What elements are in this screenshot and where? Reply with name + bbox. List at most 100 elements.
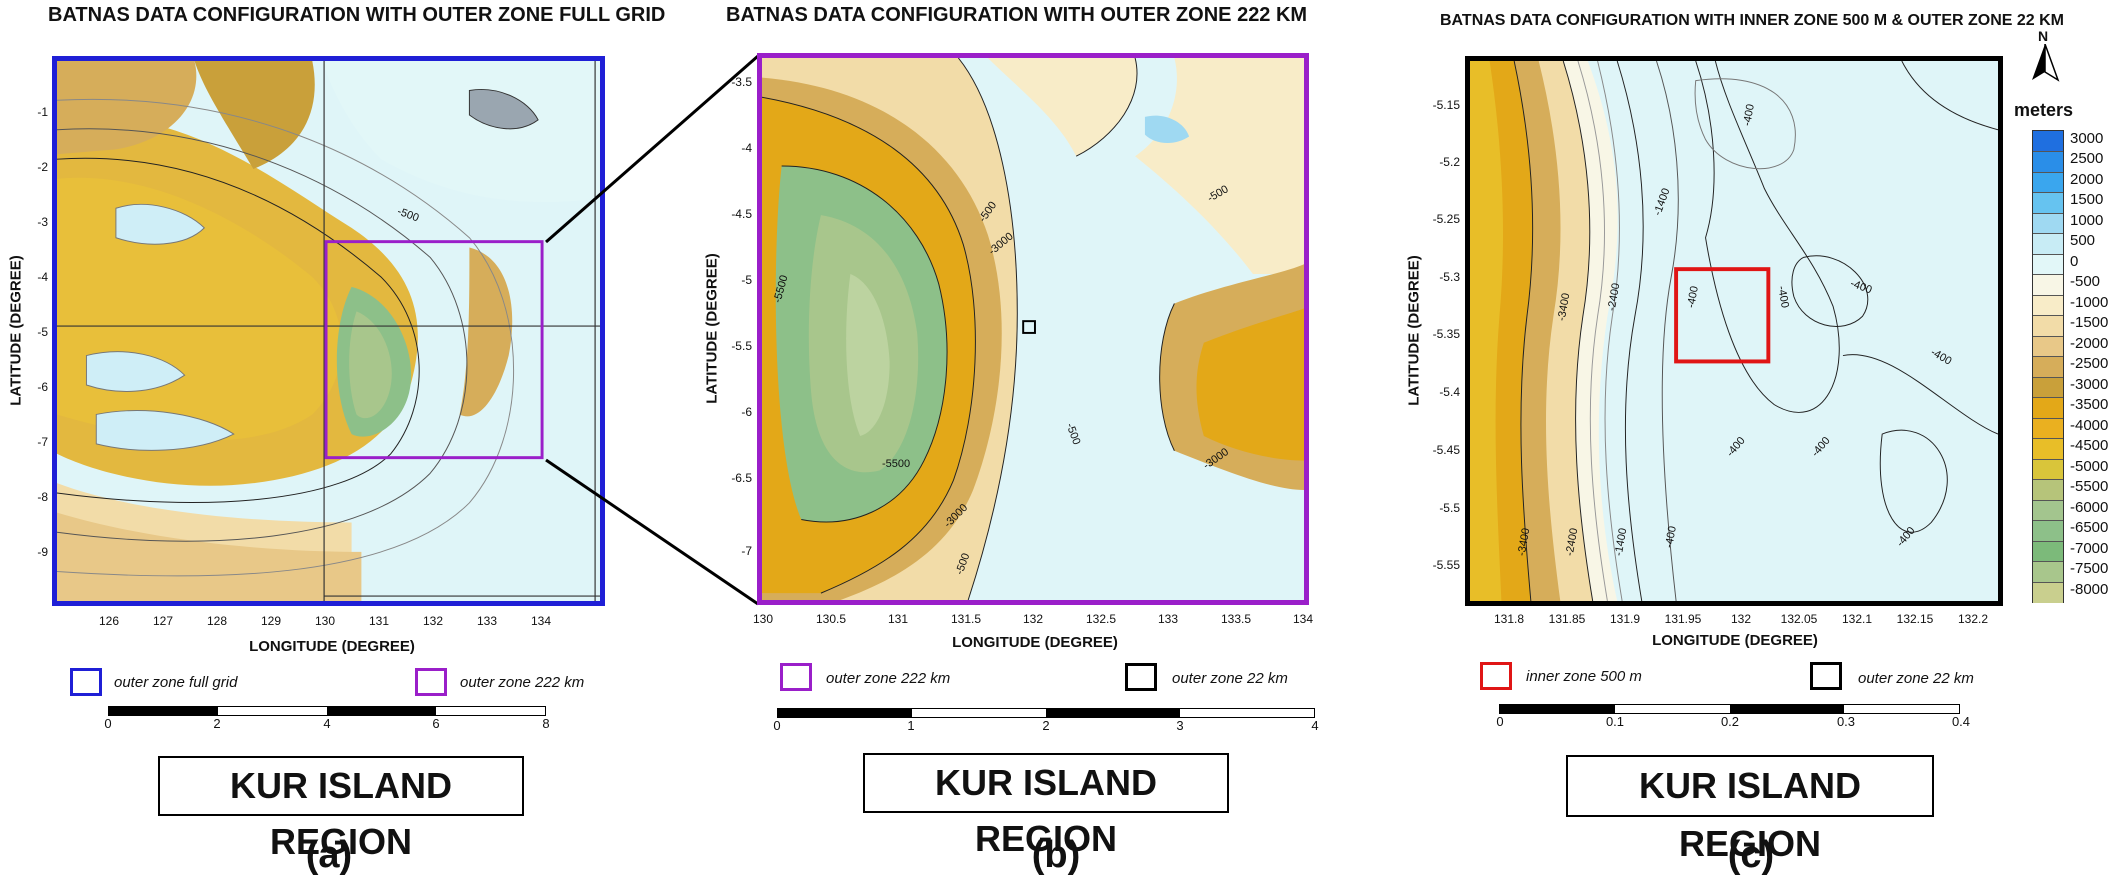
- panel-c-region-label: KUR ISLAND REGION: [1566, 755, 1934, 864]
- xtick: 132.5: [1085, 612, 1117, 626]
- ytick: -5: [741, 273, 752, 287]
- panel-b-ylabel: LATITUDE (DEGREE): [703, 253, 721, 404]
- north-label: N: [2038, 28, 2049, 44]
- colorbar-segment: [2033, 212, 2063, 235]
- xtick: 131.9: [1609, 612, 1641, 626]
- colorbar-segment: [2033, 499, 2063, 522]
- panel-a-letter: (a): [305, 834, 353, 876]
- ytick: -6.5: [731, 471, 752, 485]
- colorbar-segment: [2033, 315, 2063, 337]
- xtick: 131.85: [1548, 612, 1586, 626]
- ytick: -1: [37, 105, 48, 119]
- colorbar-level-label: 1500: [2070, 191, 2104, 209]
- xtick: 133: [1157, 612, 1179, 626]
- ytick: -5.2: [1439, 155, 1460, 169]
- ytick: -7: [37, 435, 48, 449]
- colorbar-level-label: -8000: [2070, 580, 2109, 598]
- scale-tick: 2: [1042, 718, 1050, 733]
- scale-tick: 0: [104, 716, 112, 731]
- scale-tick: 0: [773, 718, 781, 733]
- colorbar-segment: [2033, 274, 2063, 296]
- colorbar-level-label: -1500: [2070, 314, 2109, 332]
- xtick: 133: [476, 614, 498, 628]
- north-arrow-icon: [2032, 44, 2060, 82]
- xtick: 132.2: [1957, 612, 1989, 626]
- legend-swatch-outer-22km: [1810, 662, 1842, 690]
- panel-b-map: -500 -3000 -5500 -5500 -3000 -500 -500 -…: [757, 53, 1309, 605]
- colorbar-segment: [2033, 376, 2063, 399]
- colorbar-level-label: 500: [2070, 232, 2096, 250]
- colorbar-segment: [2033, 151, 2063, 173]
- inner-zone-500m-box: [1674, 267, 1771, 364]
- colorbar-level-label: -4000: [2070, 416, 2109, 434]
- colorbar-segment: [2033, 192, 2063, 214]
- panel-c-bathymetry: [1470, 61, 1998, 601]
- ytick: -5.5: [731, 339, 752, 353]
- panel-b-letter: (b): [1031, 834, 1081, 876]
- xtick: 131: [887, 612, 909, 626]
- panel-a-title: BATNAS DATA CONFIGURATION WITH OUTER ZON…: [48, 4, 666, 26]
- colorbar-segment: [2033, 356, 2063, 378]
- ytick: -3: [37, 215, 48, 229]
- ytick: -9: [37, 545, 48, 559]
- outer-zone-222km-box: [324, 240, 544, 460]
- colorbar-level-label: -5000: [2070, 457, 2109, 475]
- legend-label: outer zone 222 km: [460, 674, 585, 691]
- scale-tick: 0.2: [1720, 714, 1740, 729]
- xtick: 131.5: [950, 612, 982, 626]
- ytick: -3.5: [731, 75, 752, 89]
- colorbar-level-label: -1000: [2070, 293, 2109, 311]
- ytick: -8: [37, 490, 48, 504]
- ytick: -5.3: [1439, 270, 1460, 284]
- colorbar-segment: [2033, 438, 2063, 460]
- north-arrow: N: [2028, 28, 2062, 88]
- ytick: -6: [741, 405, 752, 419]
- xtick: 131.8: [1493, 612, 1525, 626]
- legend-label: inner zone 500 m: [1526, 668, 1642, 685]
- xtick: 130.5: [815, 612, 847, 626]
- ytick: -5.45: [1432, 443, 1460, 457]
- panel-c-xlabel: LONGITUDE (DEGREE): [1652, 632, 1818, 649]
- panel-a-map: -500: [52, 56, 605, 606]
- scale-tick: 0.3: [1836, 714, 1856, 729]
- xtick: 133.5: [1220, 612, 1252, 626]
- colorbar-segment: [2033, 335, 2063, 358]
- panel-c-ylabel: LATITUDE (DEGREE): [1405, 255, 1423, 406]
- legend-label: outer zone 222 km: [826, 670, 951, 687]
- panel-b-title: BATNAS DATA CONFIGURATION WITH OUTER ZON…: [726, 4, 1308, 26]
- xtick: 132: [422, 614, 444, 628]
- colorbar-level-label: -6000: [2070, 498, 2109, 516]
- colorbar-level-label: 1000: [2070, 211, 2104, 229]
- xtick: 129: [260, 614, 282, 628]
- panel-b-scalebar: [777, 708, 1315, 718]
- panel-a-bathymetry: [57, 61, 600, 601]
- ytick: -5.55: [1432, 558, 1460, 572]
- colorbar-segment: [2033, 294, 2063, 317]
- scale-tick: 8: [542, 716, 550, 731]
- colorbar-segment: [2033, 581, 2063, 603]
- panel-c-scalebar: [1499, 704, 1960, 714]
- colorbar-segment: [2033, 253, 2063, 276]
- xtick: 131.95: [1664, 612, 1702, 626]
- legend-swatch-outer-222km: [415, 668, 447, 696]
- xtick: 126: [98, 614, 120, 628]
- colorbar-segment: [2033, 540, 2063, 563]
- legend-swatch-inner-500m: [1480, 662, 1512, 690]
- xtick: 130: [752, 612, 774, 626]
- colorbar-level-label: -4500: [2070, 437, 2109, 455]
- colorbar-segment: [2033, 417, 2063, 440]
- legend-swatch-outer-full-grid: [70, 668, 102, 696]
- panel-c-letter: (c): [1727, 834, 1775, 876]
- legend-swatch-outer-22km: [1125, 663, 1157, 691]
- ytick: -5.5: [1439, 501, 1460, 515]
- scale-tick: 3: [1176, 718, 1184, 733]
- panel-a-region-label: KUR ISLAND REGION: [158, 756, 524, 862]
- panel-a-ylabel: LATITUDE (DEGREE): [7, 255, 25, 406]
- ytick: -4: [37, 270, 48, 284]
- colorbar-level-label: -500: [2070, 273, 2101, 291]
- scale-tick: 0.1: [1605, 714, 1625, 729]
- colorbar-level-label: -7500: [2070, 560, 2109, 578]
- scale-tick: 4: [323, 716, 331, 731]
- colorbar-segment: [2033, 171, 2063, 194]
- legend-swatch-outer-222km: [780, 663, 812, 691]
